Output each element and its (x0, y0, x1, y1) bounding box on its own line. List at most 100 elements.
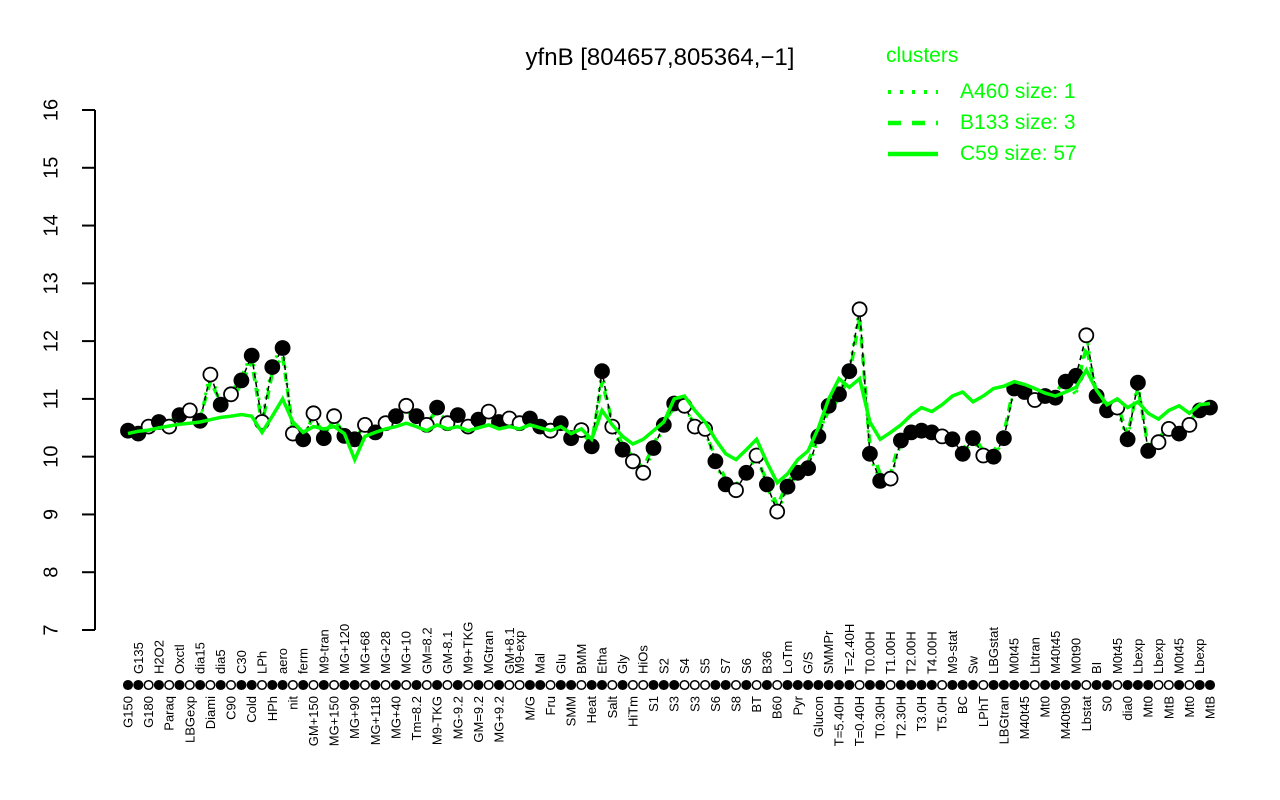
condition-label: LBGtran (996, 696, 1011, 744)
data-point (769, 503, 786, 520)
condition-label: C90 (224, 696, 239, 720)
condition-label: M40t45 (1048, 631, 1063, 674)
y-tick-label: 15 (40, 157, 62, 179)
condition-marker (246, 679, 257, 691)
condition-label: T3.0H (914, 696, 929, 731)
condition-label: C30 (234, 650, 249, 674)
condition-marker (854, 679, 865, 691)
condition-marker (1153, 679, 1164, 691)
condition-marker (401, 679, 412, 691)
condition-marker (1194, 679, 1205, 691)
condition-marker (730, 679, 742, 691)
condition-marker (493, 679, 505, 691)
condition-label: Paraq (162, 696, 177, 731)
condition-label: Glu (553, 654, 568, 674)
condition-label: Diami (203, 696, 218, 729)
condition-marker (772, 679, 783, 691)
condition-label: LPh (255, 651, 270, 674)
condition-marker (432, 679, 443, 691)
condition-label: S6 (708, 696, 723, 712)
condition-marker (1060, 679, 1071, 691)
y-tick-label: 14 (40, 214, 62, 236)
condition-marker (1009, 679, 1020, 691)
condition-label: Etha (595, 646, 610, 674)
legend-entry-label: B133 size: 3 (960, 110, 1076, 134)
condition-label: BC (955, 696, 970, 714)
data-point (882, 470, 899, 487)
y-tick-label: 9 (40, 509, 62, 520)
condition-marker (864, 679, 875, 691)
condition-label: Glucon (811, 696, 826, 737)
condition-label: Gly (615, 654, 630, 674)
condition-marker (1040, 679, 1051, 691)
gene-profile-points (120, 301, 1218, 520)
condition-label: MG+28 (378, 631, 393, 674)
condition-label: H2O2 (151, 640, 166, 674)
condition-marker (957, 679, 968, 691)
dashed-line-icon (888, 120, 938, 125)
condition-marker (607, 679, 618, 691)
condition-label: nit (285, 696, 300, 710)
condition-label: Cold (244, 696, 259, 723)
condition-label: MG+10 (399, 631, 414, 674)
condition-label: G/S (801, 651, 816, 674)
data-point (449, 407, 466, 424)
solid-line-icon (888, 151, 938, 156)
condition-marker (720, 679, 731, 691)
data-point (625, 453, 641, 470)
condition-marker (122, 679, 134, 691)
condition-marker (308, 679, 319, 691)
data-point (212, 396, 229, 413)
data-point (563, 430, 579, 447)
data-point (893, 432, 909, 449)
data-point (851, 301, 868, 318)
data-point (985, 448, 1002, 465)
condition-label: LBGexp (182, 696, 197, 743)
condition-marker (1101, 679, 1113, 691)
condition-label: Mt0 (1141, 696, 1156, 718)
condition-marker (442, 679, 453, 691)
condition-marker (782, 679, 793, 691)
condition-label: ferm (296, 648, 311, 674)
condition-marker (236, 679, 247, 691)
condition-marker (1163, 679, 1174, 691)
data-point (223, 386, 239, 403)
condition-label: dia15 (193, 642, 208, 674)
condition-marker (380, 679, 391, 691)
data-point (614, 441, 631, 458)
data-point (274, 340, 291, 356)
condition-label: BT (749, 696, 764, 713)
condition-marker (225, 679, 237, 691)
condition-marker (978, 679, 989, 691)
condition-label: Mal (533, 653, 548, 674)
condition-label: T=5.40H (832, 696, 847, 746)
condition-label: Lbtran (1027, 637, 1042, 674)
condition-label: S1 (646, 696, 661, 712)
condition-label: MG+68 (358, 631, 373, 674)
y-tick-label: 10 (40, 446, 62, 468)
condition-marker (926, 679, 937, 691)
gene-profile-line (127, 309, 1211, 514)
data-point (645, 440, 662, 456)
condition-marker (298, 679, 309, 691)
condition-marker (1204, 679, 1216, 691)
condition-marker (1143, 679, 1154, 691)
condition-marker (359, 679, 371, 691)
condition-marker (875, 679, 886, 691)
condition-label: BI (1089, 662, 1104, 674)
cluster-b133-line (127, 317, 1211, 511)
condition-label: MtB (1161, 696, 1176, 719)
condition-marker (586, 679, 597, 691)
x-axis-conditions: G150 G135 G180 H2O2 Paraq Oxctl LBGexp dia15 Dia… (121, 622, 1218, 747)
legend-entry-b133: B133 size: 3 (886, 107, 1077, 138)
condition-label: MG+120 (337, 624, 352, 674)
condition-marker (617, 679, 628, 691)
condition-label: B60 (770, 696, 785, 719)
data-point (759, 476, 775, 493)
data-point (480, 403, 497, 420)
condition-marker (1019, 679, 1030, 691)
condition-marker (596, 679, 608, 691)
condition-label: T0.30H (873, 696, 888, 739)
condition-label: B36 (759, 651, 774, 674)
